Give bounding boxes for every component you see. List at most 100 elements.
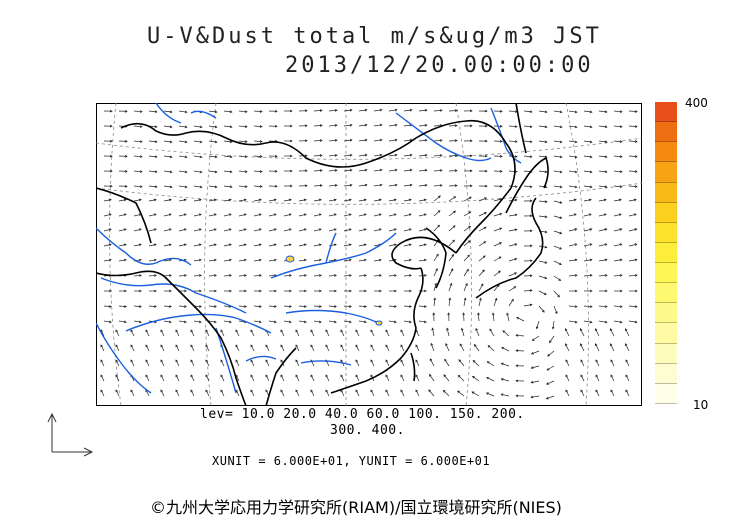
wind-vector-head	[469, 139, 473, 143]
wind-vector	[208, 199, 217, 202]
wind-vector	[598, 243, 607, 247]
wind-vector	[433, 254, 439, 262]
wind-vector	[238, 199, 247, 202]
wind-vector	[193, 320, 202, 323]
wind-vector	[265, 344, 270, 352]
wind-vector-head	[558, 278, 562, 281]
wind-vector-head	[379, 108, 383, 112]
wind-vector	[190, 359, 195, 367]
wind-vector	[235, 344, 240, 352]
wind-vector	[613, 199, 622, 202]
wind-vector-head	[499, 139, 503, 143]
wind-vector-head	[595, 359, 599, 363]
wind-vector	[298, 259, 307, 262]
wind-vector	[613, 140, 623, 143]
wind-vector-head	[214, 125, 218, 129]
wind-vector-head	[400, 344, 404, 348]
wind-vector	[523, 140, 532, 143]
wind-vector-head	[610, 374, 614, 378]
wind-vector	[328, 274, 337, 277]
wind-vector-head	[515, 349, 519, 352]
wind-vector-head	[100, 359, 104, 363]
wind-vector-head	[124, 169, 128, 173]
wind-vector-head	[535, 326, 539, 330]
wind-vector-head	[424, 153, 428, 157]
wind-vector	[268, 259, 277, 262]
wind-vector-head	[235, 344, 239, 348]
wind-vector-head	[355, 389, 359, 393]
wind-vector	[223, 110, 232, 113]
wind-vector	[238, 140, 248, 143]
wind-vector-head	[304, 109, 308, 113]
wind-vector-head	[454, 109, 458, 112]
wind-vector	[432, 328, 435, 337]
wind-vector	[523, 110, 532, 113]
wind-vector	[133, 199, 142, 202]
wind-vector	[145, 374, 150, 382]
wind-vector	[448, 225, 456, 232]
wind-vector-head	[465, 282, 468, 286]
wind-vector	[193, 244, 202, 247]
wind-vector-head	[348, 243, 352, 247]
wind-vector-head	[378, 198, 382, 202]
wind-vector	[373, 124, 382, 127]
wind-vector-head	[409, 168, 413, 172]
wind-vector-head	[363, 258, 367, 262]
wind-vector-head	[288, 228, 292, 231]
wind-vector	[508, 185, 518, 188]
wind-vector	[208, 274, 217, 277]
wind-vector-head	[319, 124, 323, 127]
wind-vector-head	[574, 170, 578, 174]
wind-vector	[178, 228, 187, 232]
wind-vector	[415, 329, 420, 337]
wind-vector	[130, 329, 135, 337]
wind-vector	[478, 298, 482, 307]
wind-vector-head	[624, 328, 628, 332]
wind-vector	[471, 391, 480, 397]
wind-vector-head	[258, 228, 262, 231]
wind-vector-head	[394, 305, 397, 308]
wind-vector-head	[288, 198, 292, 202]
wind-vector	[160, 344, 165, 352]
wind-vector	[328, 109, 338, 112]
wind-vector	[628, 155, 638, 157]
wind-vector	[325, 329, 330, 337]
wind-vector-head	[199, 155, 203, 159]
wind-vector-head	[228, 320, 232, 324]
wind-vector-head	[573, 198, 577, 202]
wind-vector	[583, 110, 592, 113]
wind-vector-head	[250, 329, 254, 333]
wind-vector	[538, 305, 545, 313]
wind-vector	[628, 259, 637, 262]
wind-vector	[443, 390, 450, 397]
wind-vector-head	[138, 198, 142, 202]
wind-vector	[133, 155, 143, 158]
wind-vector	[328, 259, 337, 262]
wind-vector-head	[452, 225, 456, 228]
wind-vector-head	[467, 240, 471, 243]
wind-vector-head	[154, 140, 158, 144]
wind-vector	[178, 185, 187, 188]
wind-vector-head	[400, 374, 404, 378]
wind-vector	[193, 170, 202, 173]
wind-vector-head	[198, 228, 202, 231]
wind-vector	[433, 109, 443, 112]
wind-vector-head	[370, 344, 374, 348]
wind-vector-head	[228, 258, 232, 262]
wind-vector	[313, 199, 322, 202]
wind-vector	[433, 195, 441, 202]
wind-vector	[133, 228, 142, 232]
wind-vector	[133, 140, 143, 143]
wind-vector-head	[619, 320, 623, 324]
wind-vector	[100, 329, 105, 337]
wind-vector-head	[498, 270, 501, 274]
wind-vector	[238, 110, 248, 113]
wind-vector	[448, 140, 458, 142]
wind-vector-head	[487, 344, 491, 348]
wind-vector-head	[486, 376, 490, 380]
wind-vector	[598, 125, 607, 128]
wind-vector-head	[175, 344, 179, 348]
wind-vector	[328, 124, 338, 127]
wind-vector-head	[619, 305, 623, 308]
wind-vector-head	[169, 289, 172, 293]
